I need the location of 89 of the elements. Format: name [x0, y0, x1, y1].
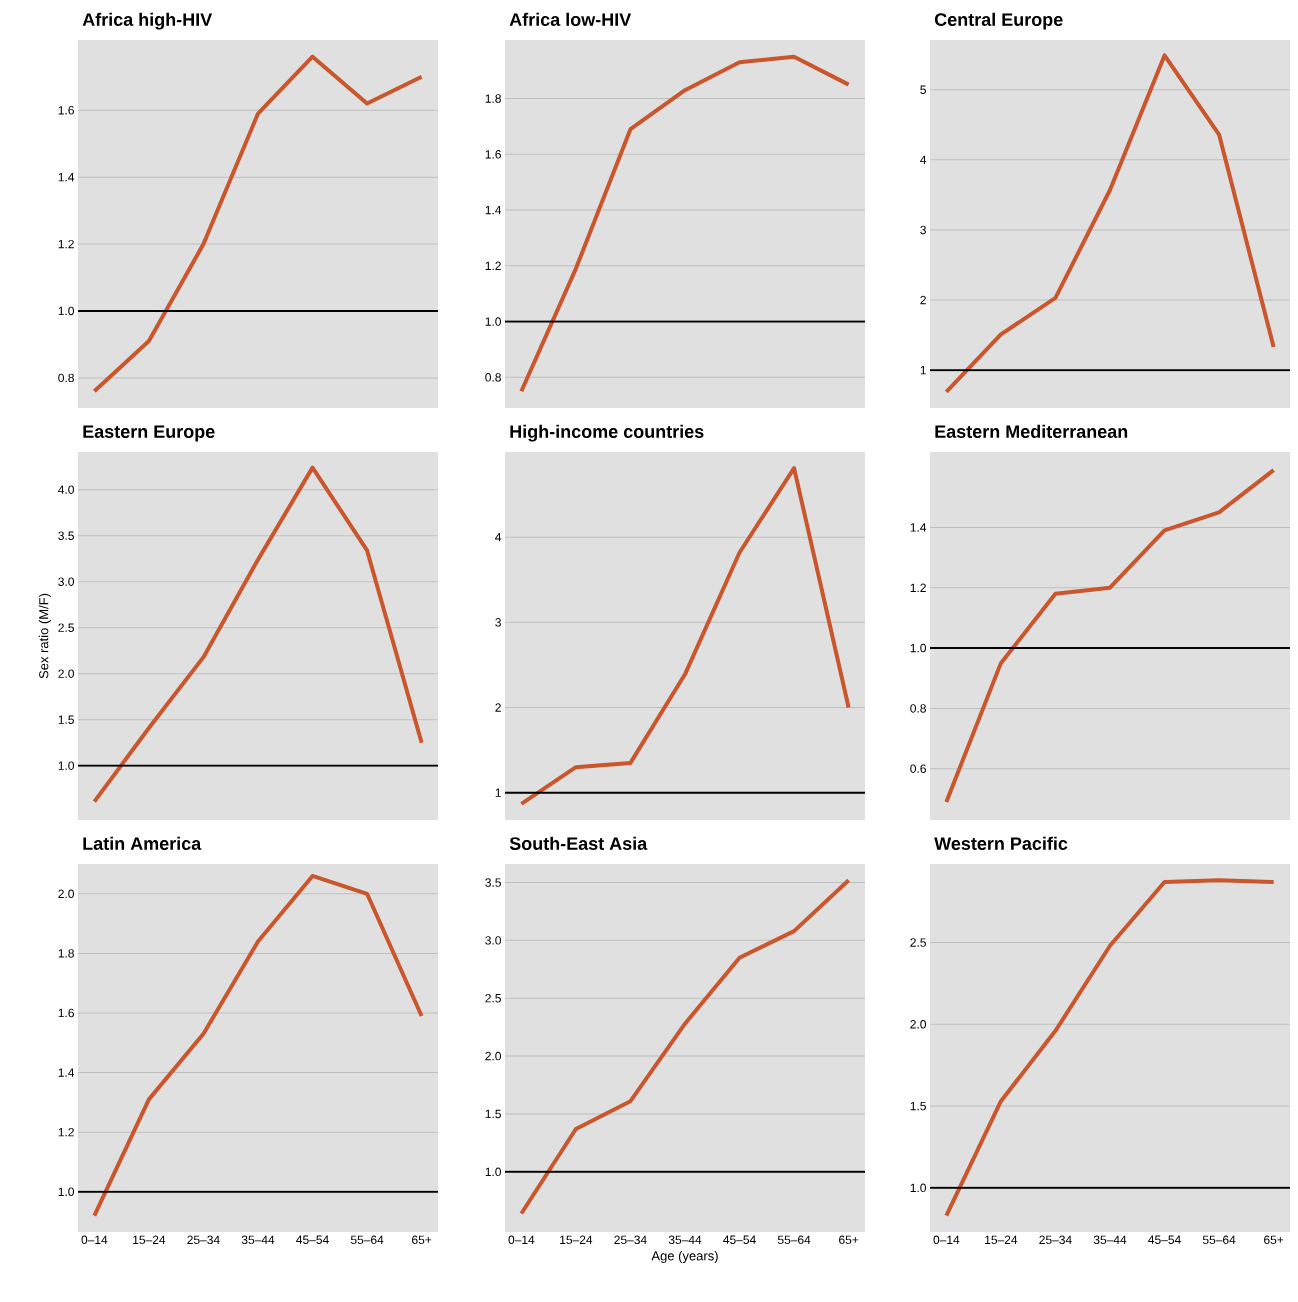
y-tick-label: 0.8	[910, 704, 926, 713]
chart-title: Africa high-HIV	[82, 12, 213, 30]
y-tick-label: 3	[920, 225, 926, 235]
x-tick-label: 0–14	[508, 1235, 535, 1245]
y-tick-label: 1.0	[485, 317, 502, 326]
line-series	[519, 54, 851, 394]
x-tick-label: 0–14	[81, 1235, 108, 1245]
chart-title: Africa low-HIV	[509, 12, 632, 26]
line-series	[519, 878, 851, 1216]
y-tick-label: 0.6	[910, 764, 926, 773]
y-tick-label: 1.2	[58, 239, 74, 249]
y-tick-label: 0.8	[58, 373, 74, 383]
x-axis-title: Age (years)	[651, 1250, 718, 1263]
y-tick-label: 3.5	[58, 531, 74, 540]
line-series	[944, 878, 1276, 1218]
x-tick-label: 15–24	[985, 1235, 1018, 1245]
y-tick-label: 1.4	[910, 523, 927, 532]
y-axis-title: Sex ratio (M/F)	[38, 593, 51, 679]
x-tick-label: 55–64	[350, 1235, 384, 1245]
y-tick-label: 2.0	[58, 889, 74, 899]
y-tick-label: 1.5	[910, 1101, 926, 1111]
chart-title: Latin America	[83, 836, 202, 850]
x-tick-label: 35–44	[241, 1235, 275, 1245]
y-tick-label: 3.0	[485, 936, 502, 945]
chart-title: Western Pacific	[934, 836, 1068, 850]
x-tick-label: 35–44	[668, 1235, 702, 1245]
y-tick-label: 2.0	[910, 1020, 927, 1029]
x-tick-label: 25–34	[614, 1235, 647, 1245]
x-tick-label: 45–54	[1148, 1235, 1181, 1244]
y-tick-label: 1.0	[485, 1167, 502, 1177]
y-tick-label: 1.8	[58, 949, 74, 958]
x-tick-label: 15–24	[560, 1235, 593, 1245]
y-tick-label: 3.0	[58, 577, 74, 586]
y-tick-label: 2.5	[910, 938, 926, 947]
y-tick-label: 1.2	[485, 261, 501, 270]
x-tick-label: 55–64	[777, 1235, 811, 1245]
y-tick-label: 1.0	[58, 761, 74, 770]
chart-title: South-East Asia	[509, 836, 648, 850]
y-tick-label: 1.6	[58, 106, 74, 115]
y-tick-label: 3.5	[485, 878, 501, 887]
x-tick-label: 65+	[839, 1235, 859, 1245]
y-tick-label: 2.5	[58, 623, 74, 632]
x-tick-label: 0–14	[933, 1235, 960, 1245]
y-tick-label: 3	[495, 618, 501, 627]
x-tick-label: 45–54	[723, 1235, 756, 1244]
y-tick-label: 1.5	[58, 715, 74, 724]
x-tick-label: 65+	[412, 1235, 432, 1245]
x-tick-label: 25–34	[1039, 1235, 1072, 1245]
y-tick-label: 1.4	[58, 1068, 75, 1077]
y-tick-label: 1.0	[58, 306, 74, 316]
x-tick-label: 45–54	[296, 1235, 329, 1244]
y-tick-label: 1.0	[58, 1187, 74, 1197]
y-tick-label: 1.6	[58, 1008, 74, 1018]
chart-title: High-income countries	[510, 424, 704, 442]
y-tick-label: 1.4	[58, 173, 75, 182]
x-tick-label: 25–34	[187, 1235, 220, 1245]
chart-title: Central Europe	[934, 12, 1063, 30]
line-series	[92, 54, 424, 394]
y-tick-label: 1.6	[485, 150, 501, 159]
y-tick-label: 2.0	[485, 1051, 502, 1061]
chart-title: Eastern Europe	[83, 425, 215, 442]
x-tick-label: 15–24	[133, 1235, 166, 1245]
y-tick-label: 2.0	[58, 669, 74, 678]
x-tick-label: 65+	[1264, 1235, 1284, 1245]
y-tick-label: 0.8	[485, 373, 501, 382]
x-tick-label: 55–64	[1202, 1235, 1236, 1245]
y-tick-label: 2	[495, 703, 501, 712]
y-tick-label: 5	[920, 85, 926, 94]
y-tick-label: 2.5	[485, 993, 501, 1003]
line-series	[92, 873, 424, 1218]
line-series	[944, 468, 1276, 804]
line-series	[92, 465, 424, 804]
y-tick-label: 1.5	[485, 1109, 501, 1119]
y-tick-label: 4	[920, 155, 927, 164]
y-tick-label: 1.8	[485, 94, 501, 103]
y-tick-label: 1.2	[58, 1127, 74, 1137]
y-tick-label: 1.4	[485, 205, 502, 215]
x-tick-label: 35–44	[1093, 1235, 1127, 1245]
y-tick-label: 2	[920, 295, 926, 305]
y-tick-label: 1.0	[910, 1183, 927, 1193]
line-series	[944, 53, 1276, 394]
y-tick-label: 1	[920, 366, 926, 375]
line-series	[519, 466, 851, 806]
y-tick-label: 1.0	[910, 643, 927, 653]
y-tick-label: 1	[495, 788, 501, 797]
y-tick-label: 1.2	[910, 583, 926, 592]
y-tick-label: 4.0	[58, 485, 74, 494]
y-tick-label: 4	[495, 533, 502, 542]
chart-title: Eastern Mediterranean	[935, 424, 1128, 438]
